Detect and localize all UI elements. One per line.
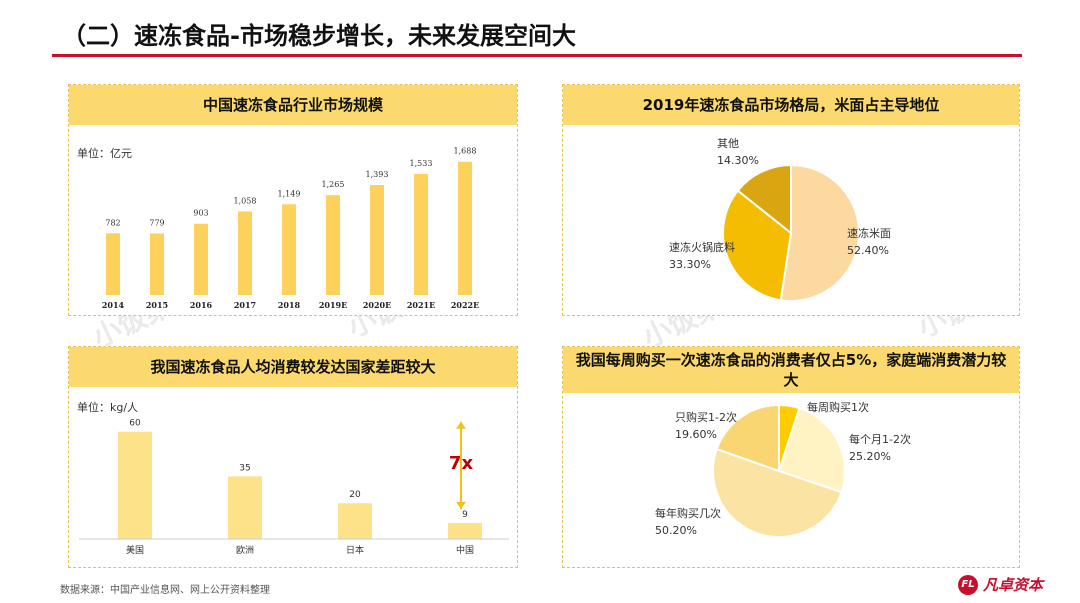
purchase-frequency-panel: 我国每周购买一次速冻食品的消费者仅占5%，家庭端消费潜力较大 每周购买1次5%每… — [562, 346, 1020, 568]
bar-value-label: 9 — [462, 510, 468, 520]
per-capita-chart: 60 美国 35 欧洲 20 日本 9 中国 7x — [79, 419, 509, 556]
market-size-title: 中国速冻食品行业市场规模 — [69, 85, 517, 125]
frequency-slice-value: 25.20% — [849, 450, 891, 463]
per-capita-unit: 单位：kg/人 — [77, 401, 139, 414]
bar-value-label: 35 — [239, 463, 250, 473]
purchase-frequency-pie: 每周购买1次5%每个月1-2次25.20%每年购买几次50.20%只购买1-2次… — [655, 400, 911, 539]
bar-2016 — [194, 223, 208, 295]
bar-value-label: 903 — [193, 209, 208, 218]
gap-arrow-head-top — [456, 421, 466, 429]
bar-value-label: 1,393 — [366, 170, 389, 179]
page-title: （二）速冻食品-市场稳步增长，未来发展空间大 — [62, 22, 576, 50]
frequency-slice-value: 19.60% — [675, 428, 717, 441]
bar-value-label: 779 — [149, 219, 164, 228]
frequency-slice-label: 每个月1-2次 — [849, 432, 911, 446]
share-slice — [736, 163, 792, 236]
bar-2021E — [414, 173, 428, 295]
share-slice-value: 33.30% — [669, 258, 711, 271]
brand-logo: FL 凡卓资本 — [958, 574, 1043, 595]
x-tick-label: 中国 — [456, 544, 474, 556]
gap-arrow-head-bottom — [456, 501, 466, 509]
frequency-slice — [777, 406, 846, 494]
logo-text: 凡卓资本 — [983, 576, 1044, 594]
bar-中国 — [448, 522, 482, 539]
x-tick-label: 2017 — [234, 300, 256, 310]
share-slice-value: 52.40% — [847, 244, 889, 257]
x-tick-label: 欧洲 — [236, 544, 254, 556]
gap-annotation: 7x — [449, 453, 474, 474]
bar-美国 — [118, 431, 152, 539]
bar-2017 — [238, 211, 252, 295]
logo-icon: FL — [958, 574, 978, 595]
frequency-slice-value: 50.20% — [655, 524, 697, 537]
x-tick-label: 2020E — [363, 300, 391, 310]
share-slice — [779, 163, 860, 302]
market-size-panel: 中国速冻食品行业市场规模 单位：亿元 782 2014 779 2015 903 2016… — [68, 84, 518, 316]
purchase-frequency-title: 我国每周购买一次速冻食品的消费者仅占5%，家庭端消费潜力较大 — [563, 347, 1019, 393]
bar-value-label: 1,688 — [454, 147, 477, 156]
market-share-pie: 速冻米面 52.40% 速冻火锅底料 33.30% 其他 14.30% — [669, 137, 891, 302]
x-tick-label: 2014 — [102, 300, 125, 310]
frequency-slice-label: 只购买1-2次 — [675, 410, 737, 424]
x-tick-label: 美国 — [126, 544, 144, 556]
market-size-chart: 782 2014 779 2015 903 2016 1,058 2017 1,149 2018 1… — [102, 147, 479, 310]
share-slice-label: 速冻米面 — [847, 226, 891, 240]
x-tick-label: 2018 — [278, 300, 301, 310]
bar-value-label: 782 — [105, 218, 120, 227]
x-tick-label: 2015 — [146, 300, 168, 310]
share-slice-label: 其他 — [717, 137, 739, 150]
bar-2014 — [106, 233, 120, 295]
frequency-slice — [715, 403, 780, 473]
bar-日本 — [338, 503, 372, 539]
bar-value-label: 20 — [349, 490, 361, 500]
per-capita-title: 我国速冻食品人均消费较发达国家差距较大 — [69, 347, 517, 387]
bar-value-label: 60 — [129, 419, 141, 429]
market-size-unit: 单位：亿元 — [77, 147, 132, 160]
x-tick-label: 2021E — [407, 300, 435, 310]
bar-value-label: 1,533 — [410, 159, 433, 168]
bar-2019E — [326, 195, 340, 295]
bar-value-label: 1,149 — [278, 189, 301, 198]
x-tick-label: 2019E — [319, 300, 347, 310]
title-rule — [52, 54, 1022, 57]
bar-欧洲 — [228, 476, 262, 539]
bar-2015 — [150, 233, 164, 295]
data-source: 数据来源：中国产业信息网、网上公开资料整理 — [60, 585, 270, 596]
market-share-panel: 2019年速冻食品市场格局，米面占主导地位 速冻米面 52.40% 速冻火锅底料 33… — [562, 84, 1020, 316]
market-share-title: 2019年速冻食品市场格局，米面占主导地位 — [563, 85, 1019, 125]
share-slice-label: 速冻火锅底料 — [669, 240, 735, 254]
bar-2022E — [458, 161, 472, 295]
frequency-slice-label: 每周购买1次 — [807, 400, 869, 414]
x-tick-label: 2022E — [451, 300, 479, 310]
bar-value-label: 1,265 — [322, 180, 345, 189]
share-slice-value: 14.30% — [717, 154, 759, 167]
per-capita-panel: 我国速冻食品人均消费较发达国家差距较大 单位：kg/人 60 美国 35 欧洲 20 日本… — [68, 346, 518, 568]
frequency-slice-label: 每年购买几次 — [655, 506, 721, 520]
x-tick-label: 日本 — [346, 544, 364, 556]
x-tick-label: 2016 — [190, 300, 213, 310]
frequency-slice — [712, 447, 843, 539]
bar-2020E — [370, 185, 384, 295]
bar-2018 — [282, 204, 296, 295]
bar-value-label: 1,058 — [234, 196, 257, 205]
share-slice — [722, 189, 793, 302]
